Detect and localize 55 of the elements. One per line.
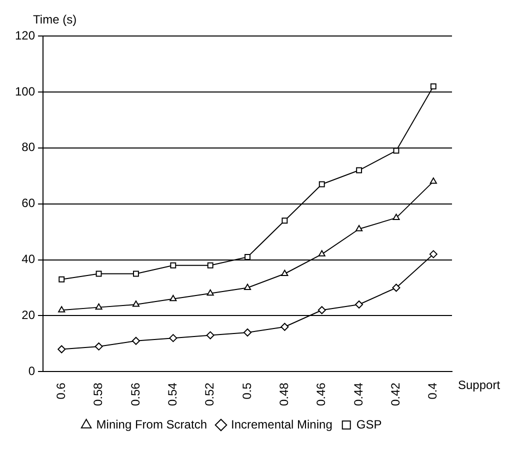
point [355,300,364,309]
legend-label: Mining From Scratch [96,417,207,432]
point [132,300,140,307]
point [318,181,325,188]
x-tick-label: 0.5 [240,382,254,400]
point [94,342,103,350]
point [429,250,438,258]
y-tick-label: 40 [22,252,36,266]
point [206,331,214,340]
x-tick-label: 0.58 [91,382,106,406]
y-axis-title: Time (s) [33,12,77,26]
point [430,177,437,184]
point [132,336,140,345]
y-tick-label: 100 [14,84,36,98]
point [244,254,250,260]
y-tick-label: 0 [28,364,36,378]
point [132,270,139,277]
y-tick-label: 120 [14,28,36,42]
point [170,294,177,302]
point [281,270,288,276]
x-tick-label: 0.54 [165,382,180,406]
point [95,303,102,310]
x-axis-title: Support [458,378,501,392]
point [356,224,363,232]
point [58,306,66,312]
point [392,284,400,292]
point [207,262,214,268]
point [280,322,289,331]
x-tick-label: 0.4 [426,382,440,400]
point [244,328,252,336]
point [318,250,326,256]
x-tick-label: 0.46 [314,382,328,406]
x-tick-label: 0.52 [202,382,217,406]
y-tick-label: 60 [22,196,36,210]
point [244,284,252,290]
legend-label: GSP [356,417,382,432]
x-tick-label: 0.56 [128,382,142,406]
point [58,345,66,354]
point [169,334,178,342]
point [206,289,214,296]
legend-label: Incremental Mining [230,417,332,432]
point [96,270,102,277]
point [282,218,288,224]
y-tick-label: 20 [22,308,36,322]
point [58,276,65,282]
x-tick-label: 0.48 [277,382,292,406]
x-tick-label: 0.44 [351,382,366,406]
point [318,306,326,314]
y-tick-label: 80 [22,140,36,154]
point [430,83,436,90]
point [392,214,400,220]
x-tick-label: 0.42 [388,382,403,406]
x-tick-label: 0.6 [54,382,68,400]
point [170,262,176,268]
point [356,167,362,174]
